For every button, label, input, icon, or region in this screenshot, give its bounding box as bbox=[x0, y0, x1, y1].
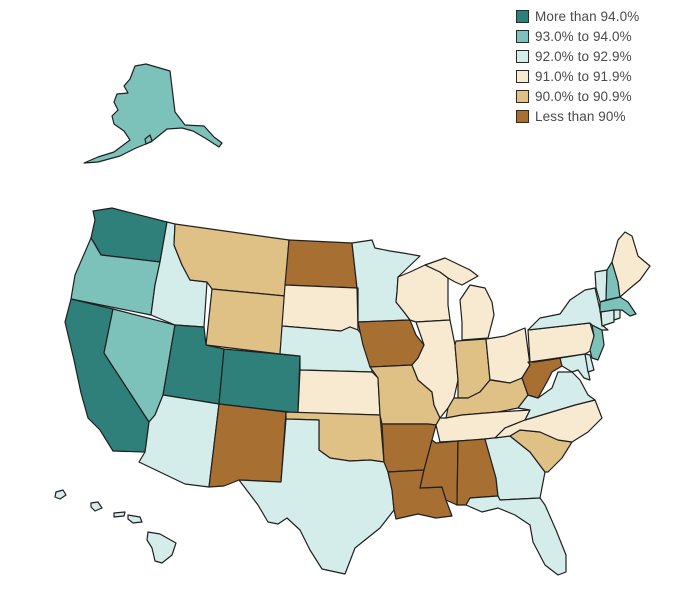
legend-label: 91.0% to 91.9% bbox=[535, 68, 632, 84]
state-RI[interactable] bbox=[613, 309, 621, 321]
state-CO[interactable] bbox=[218, 348, 301, 414]
legend-label: 90.0% to 90.9% bbox=[535, 88, 632, 104]
state-DE[interactable] bbox=[584, 353, 595, 373]
state-IA[interactable] bbox=[357, 319, 425, 368]
legend-swatch bbox=[516, 89, 529, 103]
legend-swatch bbox=[516, 29, 529, 43]
legend-label: 93.0% to 94.0% bbox=[535, 28, 632, 44]
legend: More than 94.0% 93.0% to 94.0% 92.0% to … bbox=[516, 6, 639, 126]
legend-item-90-to-90-9[interactable]: 90.0% to 90.9% bbox=[516, 86, 639, 106]
legend-item-92-to-92-9[interactable]: 92.0% to 92.9% bbox=[516, 46, 639, 66]
state-NY[interactable] bbox=[527, 287, 609, 331]
legend-label: Less than 90% bbox=[535, 108, 626, 124]
legend-swatch bbox=[516, 49, 529, 63]
legend-label: 92.0% to 92.9% bbox=[535, 48, 632, 64]
state-ND[interactable] bbox=[284, 239, 358, 289]
state-WY[interactable] bbox=[205, 288, 286, 355]
state-SD[interactable] bbox=[281, 284, 359, 332]
state-TX[interactable] bbox=[238, 418, 395, 575]
state-NJ[interactable] bbox=[589, 324, 605, 361]
legend-swatch bbox=[516, 69, 529, 83]
legend-swatch bbox=[516, 9, 529, 23]
legend-item-93-to-94[interactable]: 93.0% to 94.0% bbox=[516, 26, 639, 46]
state-ME[interactable] bbox=[611, 231, 651, 298]
state-NM[interactable] bbox=[208, 403, 287, 488]
legend-item-91-to-91-9[interactable]: 91.0% to 91.9% bbox=[516, 66, 639, 86]
legend-swatch bbox=[516, 109, 529, 123]
state-KS[interactable] bbox=[297, 369, 381, 416]
legend-item-less-than-90[interactable]: Less than 90% bbox=[516, 106, 639, 126]
legend-label: More than 94.0% bbox=[535, 8, 640, 24]
state-WA[interactable] bbox=[90, 207, 168, 263]
state-CT[interactable] bbox=[600, 309, 615, 327]
state-AK[interactable] bbox=[83, 63, 223, 164]
state-FL[interactable] bbox=[465, 495, 567, 576]
state-HI[interactable] bbox=[54, 489, 177, 564]
state-MI[interactable] bbox=[424, 257, 495, 341]
legend-item-more-than-94[interactable]: More than 94.0% bbox=[516, 6, 639, 26]
